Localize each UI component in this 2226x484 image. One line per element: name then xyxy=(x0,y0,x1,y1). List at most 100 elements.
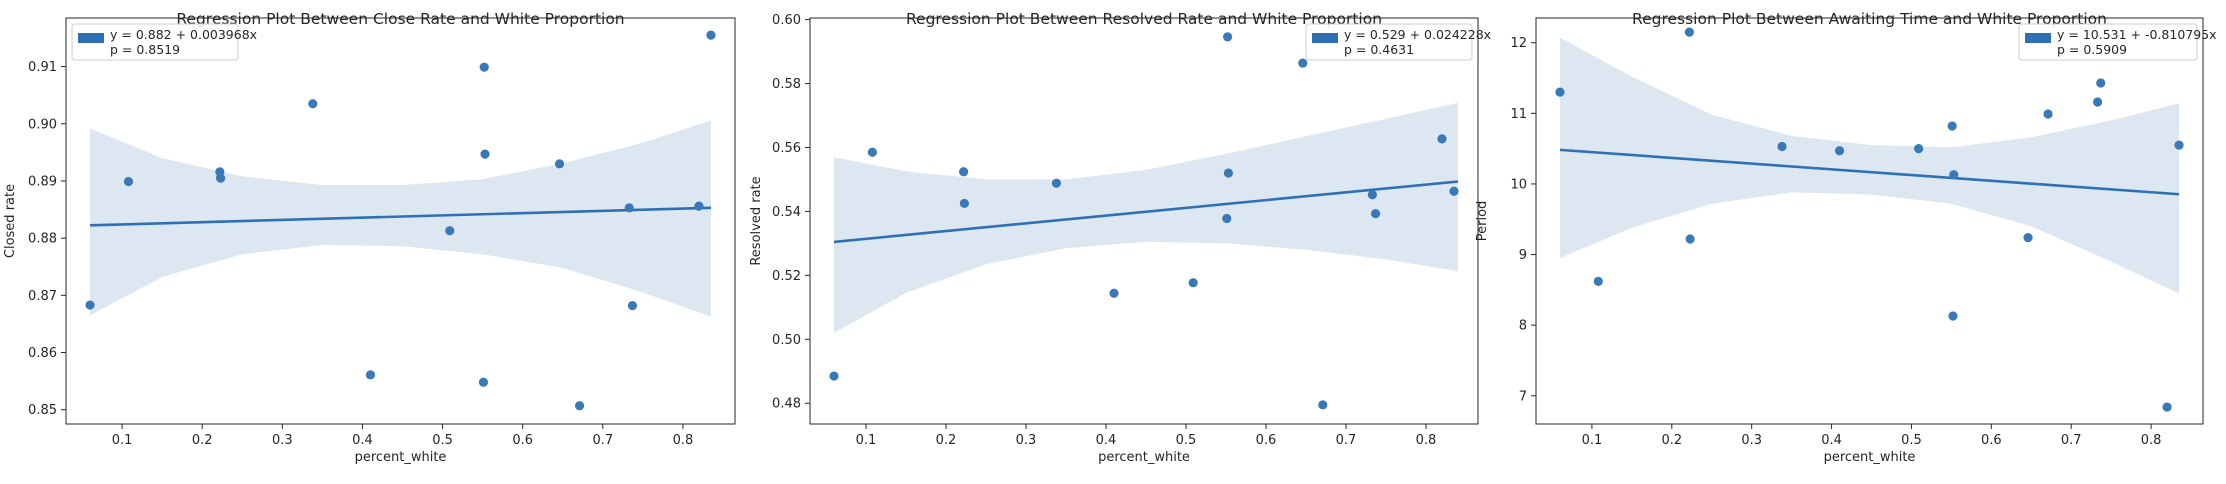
x-tick-label: 0.8 xyxy=(673,433,694,448)
data-point xyxy=(1437,134,1447,144)
y-tick-label: 0.90 xyxy=(28,117,57,132)
y-tick-label: 0.89 xyxy=(28,174,57,189)
data-point xyxy=(1949,170,1959,180)
x-tick-label: 0.8 xyxy=(1416,433,1437,448)
data-point xyxy=(123,176,134,187)
legend-swatch xyxy=(1312,33,1338,43)
legend-box xyxy=(2018,23,2198,61)
confidence-band xyxy=(834,102,1458,333)
data-point xyxy=(1947,121,1957,131)
data-point xyxy=(867,147,878,157)
x-tick-label: 0.2 xyxy=(936,433,957,448)
y-tick-label: 0.50 xyxy=(772,333,801,348)
data-point xyxy=(1318,400,1328,410)
x-tick-label: 0.7 xyxy=(592,433,613,448)
x-tick-label: 0.4 xyxy=(1096,433,1117,448)
y-tick-label: 0.52 xyxy=(772,269,801,284)
regression-line xyxy=(833,180,1459,244)
data-point xyxy=(1367,190,1377,200)
x-tick-label: 0.1 xyxy=(112,433,133,448)
data-point xyxy=(1449,186,1459,196)
x-tick-label: 0.7 xyxy=(1336,433,1357,448)
y-tick-label: 11 xyxy=(1510,107,1527,122)
legend-box xyxy=(1305,23,1473,61)
data-point xyxy=(694,201,704,211)
data-point xyxy=(85,300,95,310)
y-tick-label: 0.60 xyxy=(772,13,801,28)
data-point xyxy=(478,377,489,387)
legend-swatch xyxy=(78,33,104,43)
data-point xyxy=(554,159,565,169)
x-tick-label: 0.3 xyxy=(1016,433,1037,448)
data-point xyxy=(1051,178,1061,188)
data-point xyxy=(1914,144,1924,154)
y-tick-label: 0.48 xyxy=(772,397,801,412)
data-point xyxy=(829,371,839,381)
y-tick-label: 0.91 xyxy=(28,60,57,75)
x-tick-label: 0.6 xyxy=(512,433,533,448)
x-tick-label: 0.3 xyxy=(1741,433,1762,448)
x-tick-label: 0.3 xyxy=(272,433,293,448)
data-point xyxy=(216,173,226,183)
regression-line xyxy=(89,206,712,227)
data-point xyxy=(1223,168,1233,178)
data-point xyxy=(1777,141,1787,152)
legend-swatch xyxy=(2025,33,2051,43)
y-axis-label: Closed rate xyxy=(3,184,18,258)
x-tick-label: 0.4 xyxy=(1821,433,1842,448)
legend-equation: y = 0.529 + 0.024228x xyxy=(1344,27,1491,42)
legend-box xyxy=(71,23,239,61)
chart-panel-2: 0.1 0.2 0.3 0.4 0.5 0.6 0.7 0.8 0.48 0.50 0.52 0.54… xyxy=(749,10,1491,465)
data-point xyxy=(308,99,318,109)
y-tick-label: 10 xyxy=(1510,177,1527,192)
x-tick-label: 0.5 xyxy=(432,433,453,448)
x-tick-label: 0.5 xyxy=(1176,433,1197,448)
axes-frame xyxy=(65,17,736,425)
y-tick-label: 0.85 xyxy=(28,403,57,418)
data-point xyxy=(1685,234,1695,244)
data-point xyxy=(1593,276,1603,286)
y-tick-label: 0.54 xyxy=(772,205,801,220)
chart-panel-1: 0.1 0.2 0.3 0.4 0.5 0.6 0.7 0.8 0.85 0.86 0.87 0.88… xyxy=(3,10,736,465)
regression-line xyxy=(1559,148,2180,196)
data-point xyxy=(1222,213,1232,224)
data-point xyxy=(1109,288,1119,298)
data-point xyxy=(2092,97,2103,107)
data-point xyxy=(2023,232,2033,243)
data-point xyxy=(2162,402,2172,412)
data-point xyxy=(365,370,376,380)
data-point xyxy=(624,203,634,213)
chart-title: Regression Plot Between Close Rate and W… xyxy=(176,10,624,28)
x-tick-label: 0.5 xyxy=(1901,433,1922,448)
data-point xyxy=(1188,278,1198,288)
y-tick-label: 0.58 xyxy=(772,77,801,92)
confidence-band xyxy=(1560,37,2179,294)
x-tick-label: 0.4 xyxy=(352,433,373,448)
y-tick-label: 7 xyxy=(1519,389,1527,404)
data-point xyxy=(1223,32,1233,42)
legend-equation: y = 10.531 + -0.810795x xyxy=(2057,27,2217,42)
data-point xyxy=(2174,140,2184,150)
data-point xyxy=(627,301,638,311)
chart-title: Regression Plot Between Awaiting Time an… xyxy=(1632,10,2107,28)
y-tick-label: 0.56 xyxy=(772,141,801,156)
data-point xyxy=(2043,109,2053,119)
x-tick-label: 0.2 xyxy=(192,433,213,448)
x-axis-label: percent_white xyxy=(1098,450,1190,465)
x-tick-label: 0.6 xyxy=(1256,433,1277,448)
data-point xyxy=(2096,78,2106,88)
legend-pvalue: p = 0.5909 xyxy=(2057,42,2127,57)
y-tick-label: 0.86 xyxy=(28,346,57,361)
y-tick-label: 12 xyxy=(1510,36,1527,51)
x-axis-label: percent_white xyxy=(355,450,447,465)
y-axis-label: Resolved rate xyxy=(749,176,764,265)
x-tick-label: 0.2 xyxy=(1661,433,1682,448)
data-point xyxy=(1834,146,1845,156)
confidence-band xyxy=(90,120,711,317)
x-tick-label: 0.6 xyxy=(1981,433,2002,448)
y-tick-label: 0.87 xyxy=(28,289,57,304)
